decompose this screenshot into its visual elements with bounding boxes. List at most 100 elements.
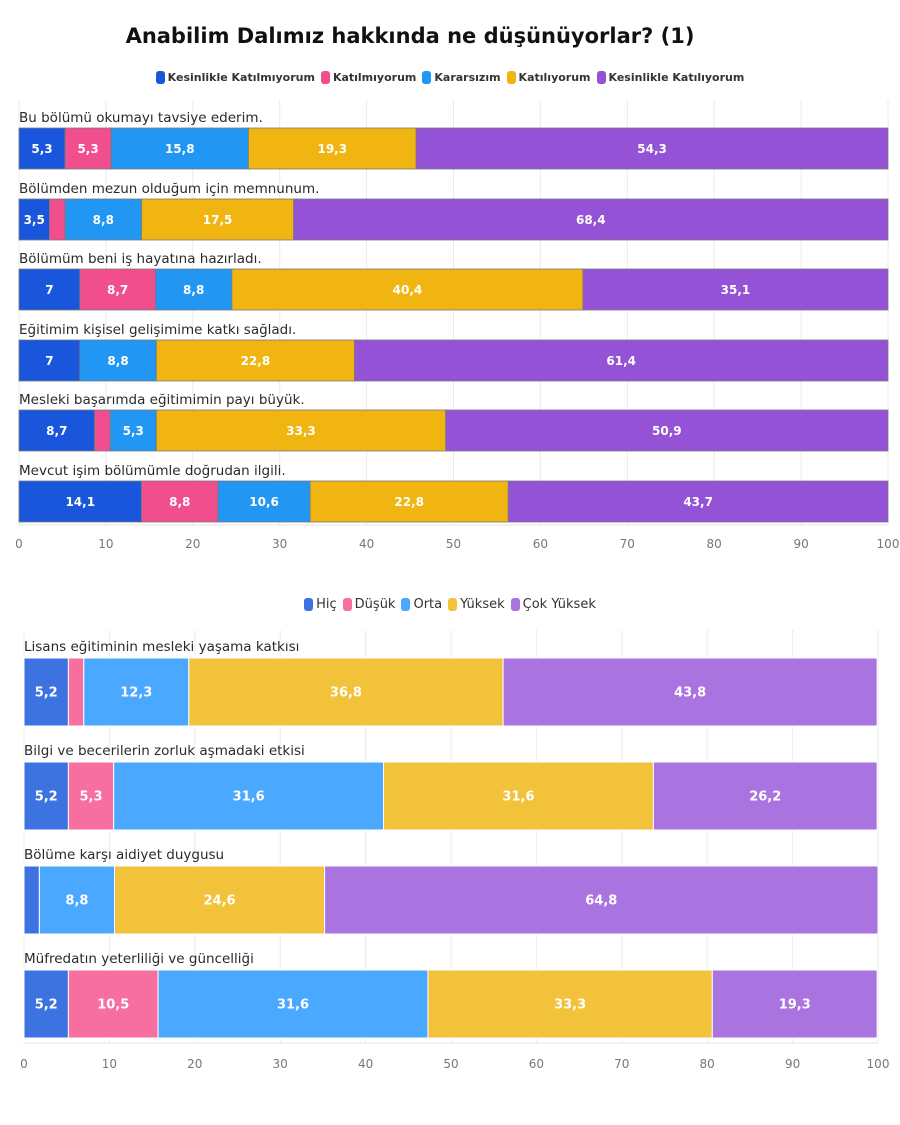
row-label: Mesleki başarımda eğitimimin payı büyük. <box>19 392 305 408</box>
x-tick-label: 0 <box>15 537 23 551</box>
data-label: 61,4 <box>606 354 636 368</box>
data-label: 5,3 <box>123 424 144 438</box>
bar-segment <box>652 761 878 831</box>
x-tick-label: 90 <box>785 1057 800 1071</box>
x-tick-label: 50 <box>443 1057 458 1071</box>
legend-swatch <box>155 71 165 84</box>
bar-segment <box>502 657 878 727</box>
legend-swatch <box>510 598 520 611</box>
bar-segment <box>18 480 142 523</box>
data-label: 8,8 <box>183 283 204 297</box>
data-label: 26,2 <box>749 790 781 805</box>
bar-segment <box>23 657 69 727</box>
x-tick-label: 70 <box>620 537 635 551</box>
bar-segment <box>79 339 157 382</box>
bar-segment <box>155 409 447 452</box>
data-label: 5,3 <box>80 790 103 805</box>
legend-swatch <box>596 71 606 84</box>
bar-segment <box>155 339 355 382</box>
data-label: 36,8 <box>330 686 362 701</box>
row-label: Mevcut işim bölümümle doğrudan ilgili. <box>19 463 286 479</box>
data-label: 8,8 <box>93 213 114 227</box>
row-label: Lisans eğitiminin mesleki yaşama katkısı <box>24 639 299 655</box>
data-label: 22,8 <box>394 495 424 509</box>
legend-swatch <box>304 598 314 611</box>
bar-segment <box>18 268 81 311</box>
bar-segment <box>445 409 889 452</box>
data-label: 5,2 <box>35 998 58 1013</box>
bar-segment <box>18 339 81 382</box>
data-label: 7 <box>45 354 53 368</box>
legend-item: Kararsızım <box>422 71 501 84</box>
bar-segment <box>67 657 85 727</box>
legend-swatch <box>448 598 458 611</box>
bar-segment <box>23 969 69 1039</box>
data-label: 5,3 <box>31 142 52 156</box>
data-label: 33,3 <box>286 424 316 438</box>
row-label: Bilgi ve becerilerin zorluk aşmadaki etk… <box>24 743 305 759</box>
data-label: 68,4 <box>576 213 606 227</box>
legend-item: Çok Yüksek <box>510 597 596 612</box>
data-label: 19,3 <box>779 998 811 1013</box>
bar-segment <box>309 480 509 523</box>
data-label: 40,4 <box>393 283 423 297</box>
legend-item: Yüksek <box>448 597 505 612</box>
bar-segment <box>354 339 889 382</box>
x-tick-label: 40 <box>358 1057 373 1071</box>
legend-swatch <box>342 598 352 611</box>
legend-label: Yüksek <box>460 597 505 612</box>
data-label: 5,3 <box>77 142 98 156</box>
stacked-bar-chart-level: 0 10 20 30 40 50 60 70 80 90 100 Lisans eğitiminin … <box>20 630 889 1071</box>
data-label: 24,6 <box>204 894 236 909</box>
bar-segment <box>109 409 157 452</box>
bar-segment <box>18 198 50 241</box>
data-label: 64,8 <box>585 894 617 909</box>
row-label: Eğitimim kişisel gelişimime katkı sağlad… <box>19 322 296 338</box>
legend-swatch <box>422 71 432 84</box>
page-title: Anabilim Dalımız hakkında ne düşünüyorla… <box>125 24 695 48</box>
bar-segment <box>427 969 713 1039</box>
data-label: 43,7 <box>683 495 713 509</box>
data-label: 33,3 <box>554 998 586 1013</box>
legend-label: Düşük <box>354 597 396 612</box>
bar-segment <box>38 865 116 935</box>
data-label: 12,3 <box>120 686 152 701</box>
x-tick-label: 20 <box>185 537 200 551</box>
legend-item: Katılmıyorum <box>320 71 416 84</box>
x-tick-label: 70 <box>614 1057 629 1071</box>
data-label: 22,8 <box>241 354 271 368</box>
x-tick-label: 80 <box>707 537 722 551</box>
data-label: 31,6 <box>233 790 265 805</box>
data-label: 10,5 <box>97 998 129 1013</box>
bar-segment <box>582 268 889 311</box>
bar-segment <box>114 865 326 935</box>
row-label: Bölüme karşı aidiyet duygusu <box>24 847 224 863</box>
legend-label: Hiç <box>316 597 337 612</box>
stacked-bar-chart-agreement: 0 10 20 30 40 50 60 70 80 90 100 Bu bölümü okumayı … <box>15 100 900 551</box>
x-tick-label: 90 <box>793 537 808 551</box>
data-label: 31,6 <box>277 998 309 1013</box>
legend-swatch <box>506 71 516 84</box>
x-tick-label: 10 <box>98 537 113 551</box>
x-tick-label: 20 <box>187 1057 202 1071</box>
data-label: 8,7 <box>107 283 128 297</box>
bar-segment <box>248 127 417 170</box>
legend-top: Kesinlikle Katılmıyorum Katılmıyorum Karar… <box>0 71 900 87</box>
x-tick-label: 40 <box>359 537 374 551</box>
data-label: 43,8 <box>674 686 706 701</box>
data-label: 19,3 <box>317 142 347 156</box>
legend-item: Kesinlikle Katılıyorum <box>596 71 744 84</box>
data-label: 17,5 <box>203 213 233 227</box>
x-tick-label: 80 <box>700 1057 715 1071</box>
bar-segment <box>507 480 889 523</box>
bar-segment <box>110 127 249 170</box>
legend-label: Kararsızım <box>434 71 501 84</box>
data-label: 5,2 <box>35 686 58 701</box>
bar-segment <box>67 969 159 1039</box>
legend-label: Orta <box>413 597 443 612</box>
bar-segment <box>113 761 385 831</box>
data-label: 8,8 <box>65 894 88 909</box>
legend-bottom: Hiç Düşük Orta Yüksek Çok Yüksek <box>0 597 900 615</box>
x-tick-label: 100 <box>877 537 900 551</box>
x-tick-label: 30 <box>273 1057 288 1071</box>
